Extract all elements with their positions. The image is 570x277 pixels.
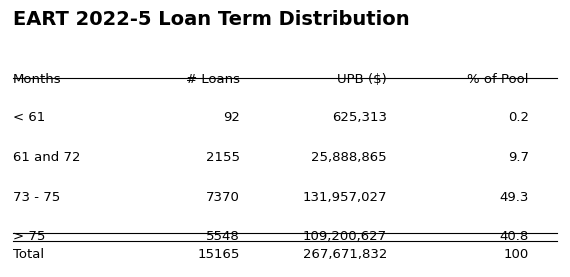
Text: 0.2: 0.2 [508, 111, 529, 124]
Text: > 75: > 75 [13, 230, 45, 243]
Text: EART 2022-5 Loan Term Distribution: EART 2022-5 Loan Term Distribution [13, 10, 409, 29]
Text: 100: 100 [504, 248, 529, 261]
Text: UPB ($): UPB ($) [337, 73, 387, 86]
Text: < 61: < 61 [13, 111, 45, 124]
Text: 15165: 15165 [197, 248, 239, 261]
Text: 73 - 75: 73 - 75 [13, 191, 60, 204]
Text: 7370: 7370 [206, 191, 239, 204]
Text: 109,200,627: 109,200,627 [303, 230, 387, 243]
Text: 92: 92 [223, 111, 239, 124]
Text: Total: Total [13, 248, 44, 261]
Text: 25,888,865: 25,888,865 [311, 151, 387, 164]
Text: # Loans: # Loans [186, 73, 239, 86]
Text: 267,671,832: 267,671,832 [303, 248, 387, 261]
Text: 625,313: 625,313 [332, 111, 387, 124]
Text: 5548: 5548 [206, 230, 239, 243]
Text: 2155: 2155 [206, 151, 239, 164]
Text: % of Pool: % of Pool [467, 73, 529, 86]
Text: 131,957,027: 131,957,027 [303, 191, 387, 204]
Text: Months: Months [13, 73, 62, 86]
Text: 9.7: 9.7 [508, 151, 529, 164]
Text: 40.8: 40.8 [500, 230, 529, 243]
Text: 61 and 72: 61 and 72 [13, 151, 80, 164]
Text: 49.3: 49.3 [499, 191, 529, 204]
